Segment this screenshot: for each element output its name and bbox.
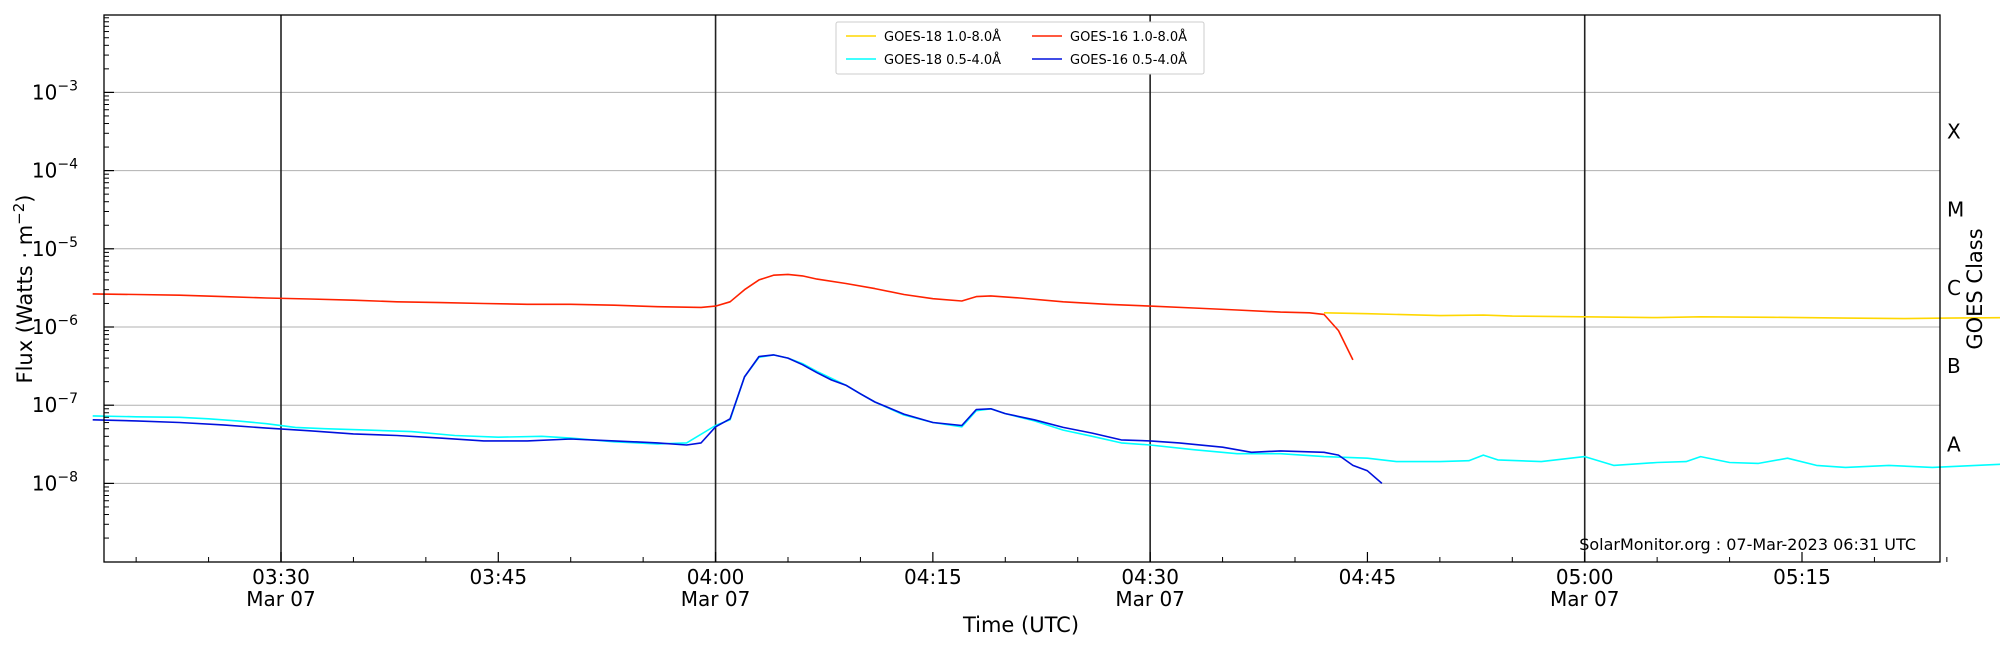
legend-label: GOES-16 1.0-8.0Å [1070,29,1187,45]
x-tick-date-label: Mar 07 [1550,587,1620,611]
series-line-1 [1323,312,2000,320]
y-tick-label: 10−8 [32,469,78,495]
series-layer [92,273,2000,485]
x-tick-label: 03:45 [469,565,527,589]
x-tick-date-label: Mar 07 [246,587,316,611]
x-tick-label: 03:30 [252,565,310,589]
legend-box [835,21,1205,75]
x-tick-label: 04:45 [1339,565,1397,589]
tick-layer [104,17,1948,562]
goes-class-a: A [1947,432,1961,456]
goes-class-c: C [1947,276,1961,300]
goes-class-axis-title: GOES Class [1963,228,1987,349]
plot-frame [103,14,1941,563]
y-axis-title: Flux (Watts · m−2) [10,194,37,383]
x-tick-label: 05:00 [1556,565,1614,589]
y-tick-label: 10−5 [32,235,78,261]
x-tick-date-label: Mar 07 [681,587,751,611]
goes-class-x: X [1947,120,1961,144]
vertical-marker-layer [280,15,1586,562]
source-annotation: SolarMonitor.org : 07-Mar-2023 06:31 UTC [1579,535,1916,554]
legend-label: GOES-16 0.5-4.0Å [1070,52,1187,68]
legend-label: GOES-18 1.0-8.0Å [884,29,1001,45]
y-tick-label: 10−7 [32,391,78,417]
legend-items: GOES-18 1.0-8.0Å GOES-18 0.5-4.0Å GOES-16 … [846,29,1187,68]
goes-class-b: B [1947,354,1961,378]
x-axis-title: Time (UTC) [962,613,1079,637]
legend-label: GOES-18 0.5-4.0Å [884,52,1001,68]
goes-class-labels: A B C M X [1947,120,1964,457]
series-line-4 [92,354,1383,485]
series-line-3 [92,273,1354,361]
x-tick-label: 05:15 [1773,565,1831,589]
x-tick-label: 04:30 [1121,565,1179,589]
series-line-2 [92,354,2000,469]
y-tick-label: 10−6 [32,313,78,339]
y-tick-label: 10−3 [32,78,78,104]
x-tick-label: 04:15 [904,565,962,589]
legend: GOES-18 1.0-8.0Å GOES-18 0.5-4.0Å GOES-16 … [835,21,1205,75]
x-tick-label: 04:00 [687,565,745,589]
goes-class-m: M [1947,198,1964,222]
y-tick-label: 10−4 [32,157,78,183]
y-tick-labels: 10−8 10−7 10−6 10−5 10−4 10−3 [32,78,78,495]
grid-layer [104,91,1940,484]
x-tick-date-label: Mar 07 [1115,587,1185,611]
